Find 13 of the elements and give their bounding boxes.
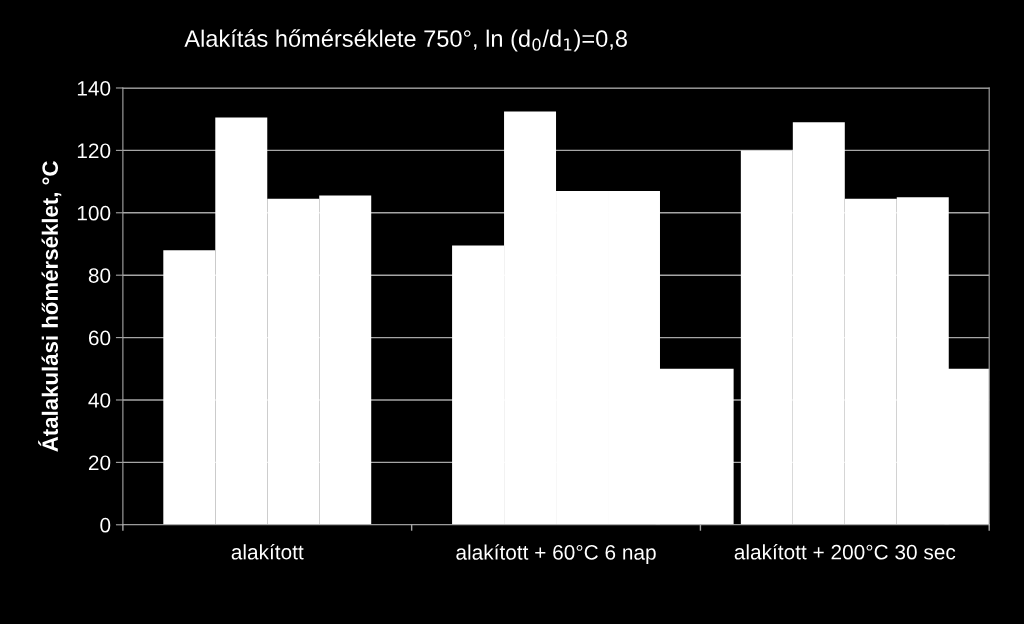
x-tick-label: alakított + 60°C 6 nap: [456, 544, 656, 564]
y-tick-label: 80: [88, 268, 111, 283]
chart-title: Alakítás hőmérséklete 750°, ln (d$_{0}$/d$_{1}$)=0,8: [184, 29, 627, 52]
x-tick-label: alakított + 200°C 30 sec: [734, 543, 956, 560]
y-tick-label: 20: [88, 455, 111, 471]
y-tick-label: 40: [88, 392, 111, 408]
y-tick-label: 140: [77, 80, 111, 96]
y-tick-label: 100: [77, 205, 111, 221]
y-tick-label: 120: [77, 143, 111, 159]
x-tick-label: alakított: [231, 543, 304, 560]
y-tick-label: 0: [100, 517, 111, 533]
y-axis-title: Átalakulási hőmérséklet, °C: [38, 161, 62, 452]
y-tick-label: 60: [88, 330, 111, 346]
